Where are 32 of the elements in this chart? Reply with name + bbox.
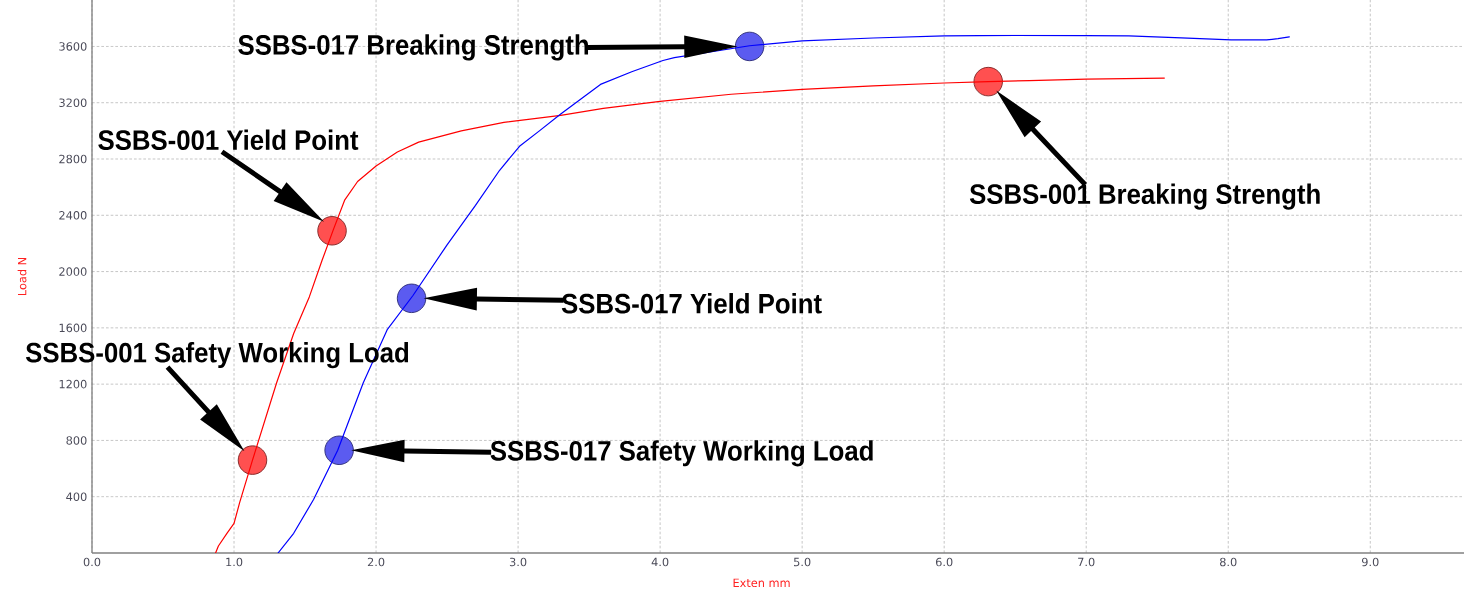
x-tick-label: 6.0 — [935, 557, 953, 567]
point — [324, 435, 354, 466]
x-tick-label: 3.0 — [509, 557, 527, 567]
y-tick-label: 1600 — [59, 323, 87, 333]
annotation: SSBS-017 Breaking Strength — [238, 34, 589, 61]
x-tick-label: 4.0 — [651, 557, 669, 567]
annotation: SSBS-001 Yield Point — [98, 129, 359, 151]
point — [734, 31, 765, 62]
x-tick-label: 9.0 — [1361, 557, 1379, 567]
y-tick-label: 1200 — [59, 379, 87, 389]
point — [317, 216, 347, 246]
y-tick-label: 2800 — [59, 154, 87, 164]
x-tick-label: 2.0 — [367, 557, 385, 567]
x-tick-label: 7.0 — [1078, 557, 1095, 567]
y-tick-label: 400 — [66, 492, 87, 502]
y-axis-title: Load N — [17, 257, 27, 296]
y-tick-label: 2400 — [59, 211, 87, 220]
annotation: SSBS-001 Breaking Strength — [969, 183, 1320, 210]
point — [237, 445, 268, 475]
y-tick-label: 800 — [66, 436, 87, 445]
x-axis-title: Exten mm — [733, 578, 790, 588]
x-tick-label: 8.0 — [1220, 557, 1237, 567]
x-tick-label: 1.0 — [226, 557, 243, 567]
y-tick-label: 2000 — [59, 267, 87, 276]
x-tick-label: 0.0 — [83, 557, 101, 567]
point — [973, 66, 1003, 97]
point — [396, 283, 427, 314]
annotation: SSBS-017 Safety Working Load — [490, 440, 873, 467]
y-tick-label: 3600 — [59, 42, 87, 51]
y-tick-label: 3200 — [59, 98, 87, 108]
annotation: SSBS-017 Yield Point — [561, 293, 822, 314]
x-tick-label: 5.0 — [794, 557, 811, 567]
